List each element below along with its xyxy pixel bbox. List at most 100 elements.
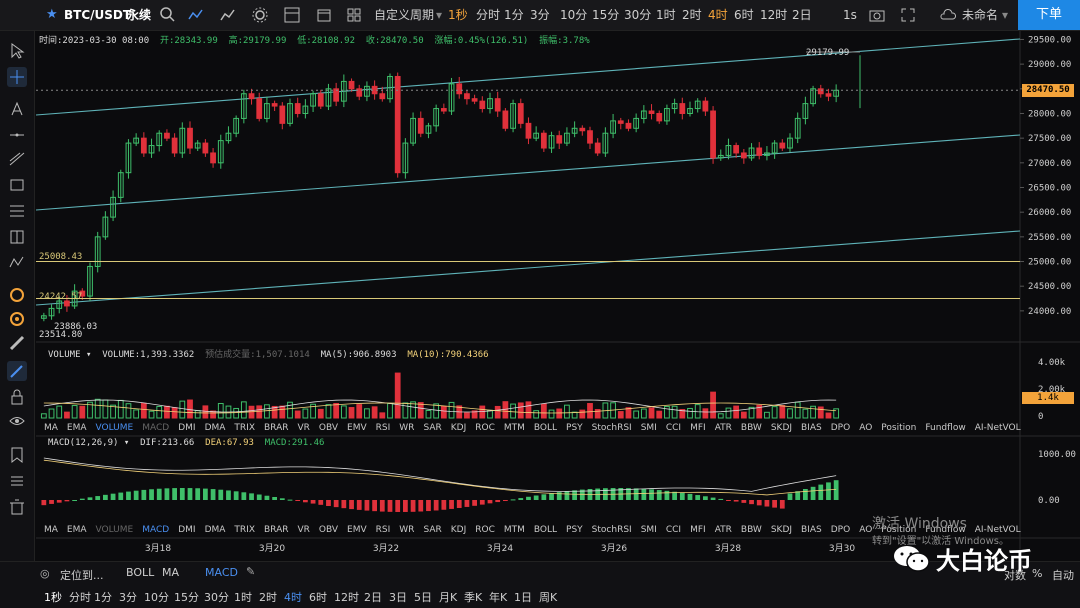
period-tab-2[interactable]: 1分	[504, 8, 524, 22]
search-icon[interactable]	[158, 5, 178, 25]
indicator-tab-bias[interactable]: BIAS	[801, 423, 822, 433]
volume-dropdown-icon[interactable]: ▾	[85, 350, 92, 360]
interval-tab-19[interactable]: 周K	[539, 591, 558, 604]
indicator-tab-stochrsi[interactable]: StochRSI	[591, 423, 632, 433]
grid-layout-icon[interactable]	[344, 5, 364, 25]
indicator-tab-psy[interactable]: PSY	[566, 525, 583, 535]
horizontal-line-icon[interactable]	[7, 125, 27, 145]
indicator-tab-sar[interactable]: SAR	[423, 525, 442, 535]
interval-tab-17[interactable]: 年K	[489, 591, 508, 604]
indicator-tab-ma[interactable]: MA	[44, 525, 58, 535]
indicator-tab-kdj[interactable]: KDJ	[450, 525, 467, 535]
camera-icon[interactable]	[867, 5, 887, 25]
indicator-tab-boll[interactable]: BOLL	[533, 423, 558, 433]
indicator-add-icon[interactable]	[186, 5, 206, 25]
period-tab-4[interactable]: 10分	[560, 8, 588, 22]
indicator-tab-mtm[interactable]: MTM	[503, 423, 525, 433]
trend-line-icon[interactable]	[7, 149, 27, 169]
indicator-tab-brar[interactable]: BRAR	[264, 423, 289, 433]
interval-tab-2[interactable]: 1分	[94, 591, 112, 604]
indicator-tab-stochrsi[interactable]: StochRSI	[591, 525, 632, 535]
ruler-icon[interactable]	[7, 333, 27, 353]
indicator-tab-dpo[interactable]: DPO	[830, 423, 851, 433]
account-chevron-icon[interactable]: ▾	[1002, 8, 1009, 22]
lock-icon[interactable]	[7, 387, 27, 407]
indicator-tab-dma[interactable]: DMA	[204, 525, 226, 535]
indicator-tab-volume[interactable]: VOLUME	[95, 525, 134, 535]
interval-tab-5[interactable]: 15分	[174, 591, 199, 604]
chart-type-icon[interactable]	[218, 5, 238, 25]
interval-tab-15[interactable]: 月K	[439, 591, 458, 604]
indicator-tab-fundflow[interactable]: Fundflow	[925, 525, 966, 535]
period-tab-9[interactable]: 4时	[708, 8, 728, 22]
interval-tab-3[interactable]: 3分	[119, 591, 137, 604]
indicator-tab-volume[interactable]: VOLUME	[95, 423, 134, 433]
chevron-down-icon[interactable]: ▾	[436, 8, 443, 22]
layout-icon[interactable]	[282, 5, 302, 25]
period-tab-6[interactable]: 30分	[624, 8, 652, 22]
indicator-tab-roc[interactable]: ROC	[475, 525, 495, 535]
macd-title[interactable]: MACD(12,26,9)	[48, 438, 119, 448]
interval-tab-10[interactable]: 6时	[309, 591, 327, 604]
interval-tab-18[interactable]: 1日	[514, 591, 532, 604]
text-tool-icon[interactable]	[7, 99, 27, 119]
magnet-icon[interactable]	[7, 285, 27, 305]
period-tab-1[interactable]: 分时	[476, 8, 501, 22]
period-tab-10[interactable]: 6时	[734, 8, 754, 22]
indicator-tab-skdj[interactable]: SKDJ	[770, 423, 793, 433]
indicator-tab-mtm[interactable]: MTM	[503, 525, 525, 535]
indicator-tab-trix[interactable]: TRIX	[234, 525, 255, 535]
indicator-tab-position[interactable]: Position	[881, 525, 917, 535]
indicator-tab-vr[interactable]: VR	[297, 423, 310, 433]
indicator-tab-vr[interactable]: VR	[297, 525, 310, 535]
indicator-tab-mfi[interactable]: MFI	[690, 525, 706, 535]
log-scale-toggle[interactable]: 对数	[1004, 569, 1026, 582]
seconds-label[interactable]: 1s	[843, 8, 857, 22]
interval-tab-11[interactable]: 12时	[334, 591, 359, 604]
indicator-tab-position[interactable]: Position	[881, 423, 917, 433]
settings-gear-icon[interactable]	[250, 5, 270, 25]
indicator-tab-dpo[interactable]: DPO	[830, 525, 851, 535]
period-tab-3[interactable]: 3分	[530, 8, 550, 22]
indicator-tab-skdj[interactable]: SKDJ	[770, 525, 793, 535]
interval-tab-14[interactable]: 5日	[414, 591, 432, 604]
trash-icon[interactable]	[7, 497, 27, 517]
auto-toggle[interactable]: 自动	[1052, 569, 1074, 582]
brush-icon[interactable]	[7, 361, 27, 381]
interval-tab-13[interactable]: 3日	[389, 591, 407, 604]
interval-tab-16[interactable]: 季K	[464, 591, 483, 604]
indicator-tab-bias[interactable]: BIAS	[801, 525, 822, 535]
macd-tab[interactable]: MACD	[205, 566, 238, 579]
indicator-tab-obv[interactable]: OBV	[318, 423, 339, 433]
period-tab-0[interactable]: 1秒	[448, 8, 468, 22]
bookmark-icon[interactable]	[7, 445, 27, 465]
pattern-tool-icon[interactable]	[7, 253, 27, 273]
indicator-tab-smi[interactable]: SMI	[640, 423, 657, 433]
locate-button[interactable]: 定位到...	[60, 569, 104, 582]
indicator-tab-bbw[interactable]: BBW	[740, 423, 762, 433]
measure-icon[interactable]	[7, 227, 27, 247]
volume-title[interactable]: VOLUME	[48, 350, 81, 360]
indicator-tab-emv[interactable]: EMV	[347, 423, 367, 433]
indicator-tab-ao[interactable]: AO	[859, 423, 873, 433]
indicator-tab-ema[interactable]: EMA	[66, 423, 87, 433]
indicator-tab-boll[interactable]: BOLL	[533, 525, 558, 535]
interval-tab-9[interactable]: 4时	[284, 591, 302, 604]
indicator-tab-ao[interactable]: AO	[859, 525, 873, 535]
indicator-tab-smi[interactable]: SMI	[640, 525, 657, 535]
favorite-star-icon[interactable]: ★	[46, 7, 58, 22]
indicator-tab-dma[interactable]: DMA	[204, 423, 226, 433]
indicator-tab-wr[interactable]: WR	[399, 423, 415, 433]
indicator-tab-cci[interactable]: CCI	[665, 525, 682, 535]
indicator-tab-ma[interactable]: MA	[44, 423, 58, 433]
ma-tab[interactable]: MA	[162, 566, 180, 579]
interval-tab-12[interactable]: 2日	[364, 591, 382, 604]
indicator-tab-atr[interactable]: ATR	[714, 423, 732, 433]
fib-retracement-icon[interactable]	[7, 201, 27, 221]
indicator-tab-ai-netvol[interactable]: AI-NetVOL	[974, 423, 1021, 433]
rectangle-tool-icon[interactable]	[7, 175, 27, 195]
indicator-tab-atr[interactable]: ATR	[714, 525, 732, 535]
interval-tab-1[interactable]: 分时	[69, 591, 91, 604]
visibility-icon[interactable]	[7, 411, 27, 431]
interval-tab-7[interactable]: 1时	[234, 591, 252, 604]
